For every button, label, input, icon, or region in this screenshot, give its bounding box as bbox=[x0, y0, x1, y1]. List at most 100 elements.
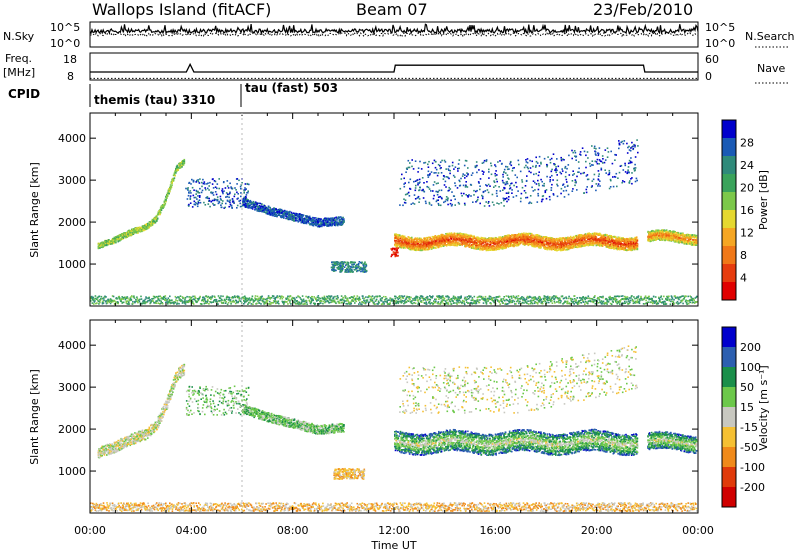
data-cell-727 bbox=[185, 187, 187, 190]
data-cell-1563 bbox=[324, 222, 327, 225]
data-cell-1411 bbox=[305, 219, 308, 222]
data-cell-717 bbox=[197, 200, 200, 203]
data-cell-2915 bbox=[463, 235, 466, 237]
data-cell-1551 bbox=[323, 224, 325, 227]
data-cell-1858 bbox=[352, 271, 354, 273]
nsearch-series-line bbox=[89, 31, 699, 38]
data-cell-851 bbox=[219, 198, 222, 200]
data-cell-4357 bbox=[565, 245, 568, 247]
data-cell-1308 bbox=[292, 212, 295, 214]
data-cell-744 bbox=[229, 199, 231, 201]
data-cell-2435 bbox=[429, 236, 432, 239]
data-cell-1496 bbox=[316, 220, 319, 223]
data-cell-1913 bbox=[345, 271, 348, 273]
data-cell-3507 bbox=[505, 235, 507, 238]
data-cell-1490 bbox=[315, 224, 318, 227]
data-cell-3171 bbox=[482, 249, 484, 251]
data-cell-690 bbox=[196, 198, 198, 200]
data-cell-1947 bbox=[394, 241, 397, 244]
data-cell-4 bbox=[97, 246, 100, 249]
data-cell-595 bbox=[172, 179, 175, 182]
data-cell-2857 bbox=[459, 239, 461, 241]
data-cell-3703 bbox=[519, 239, 522, 241]
data-cell-3183 bbox=[482, 237, 485, 240]
data-cell-1410 bbox=[305, 216, 308, 218]
data-cell-2591 bbox=[440, 242, 443, 245]
data-cell-1886 bbox=[332, 268, 335, 271]
data-cell-3335 bbox=[493, 245, 495, 248]
data-cell-69 bbox=[106, 244, 108, 247]
data-cell-1859 bbox=[362, 263, 364, 266]
freq-panel: Freq. [MHz] 18 8 60 0 Nave bbox=[3, 52, 790, 84]
data-cell-15 bbox=[99, 244, 101, 246]
data-cell-1687 bbox=[340, 224, 343, 226]
data-cell-2890 bbox=[462, 234, 464, 237]
data-cell-3014 bbox=[470, 241, 473, 243]
data-cell-4119 bbox=[549, 239, 551, 242]
data-cell-447 bbox=[153, 220, 156, 223]
data-cell-3765 bbox=[523, 240, 526, 242]
data-cell-1122 bbox=[269, 207, 271, 209]
data-cell-1836 bbox=[353, 261, 356, 264]
data-cell-550 bbox=[166, 194, 169, 197]
data-cell-2489 bbox=[433, 236, 436, 239]
data-cell-4677 bbox=[588, 232, 590, 234]
data-cell-718 bbox=[213, 198, 216, 200]
data-cell-1043 bbox=[259, 202, 262, 205]
data-cell-836 bbox=[223, 181, 225, 183]
data-cell-1579 bbox=[327, 223, 329, 225]
data-cell-3838 bbox=[529, 238, 532, 240]
data-cell-804 bbox=[195, 181, 197, 183]
data-cell-1555 bbox=[324, 221, 326, 224]
data-cell-3180 bbox=[482, 242, 485, 244]
data-cell-4159 bbox=[552, 238, 554, 241]
data-cell-3261 bbox=[488, 249, 490, 251]
data-cell-2766 bbox=[452, 236, 455, 238]
data-cell-895 bbox=[199, 195, 201, 197]
data-cell-1951 bbox=[395, 243, 397, 245]
data-cell-1381 bbox=[302, 215, 304, 218]
data-cell-4510 bbox=[577, 239, 579, 241]
data-cell-177 bbox=[119, 235, 122, 238]
data-cell-1783 bbox=[356, 270, 358, 273]
data-cell-949 bbox=[247, 199, 249, 201]
data-cell-1855 bbox=[340, 270, 342, 272]
data-cell-260 bbox=[130, 231, 132, 233]
data-cell-4062 bbox=[545, 238, 547, 241]
data-cell-2644 bbox=[444, 244, 446, 246]
data-cell-1436 bbox=[308, 215, 311, 218]
data-cell-1880 bbox=[362, 264, 365, 267]
data-cell-4343 bbox=[564, 249, 567, 251]
data-cell-823 bbox=[189, 198, 192, 200]
nave-tick-bottom: 0 bbox=[705, 70, 712, 83]
data-cell-3182 bbox=[482, 246, 485, 248]
data-cell-627 bbox=[176, 164, 179, 167]
data-cell-1550 bbox=[323, 223, 325, 226]
data-cell-2444 bbox=[430, 238, 432, 241]
data-cell-1363 bbox=[299, 218, 302, 221]
data-cell-4547 bbox=[579, 239, 581, 241]
nsearch-label: N.Search bbox=[745, 30, 795, 43]
data-cell-4703 bbox=[590, 234, 593, 236]
data-cell-2932 bbox=[464, 238, 467, 240]
data-cell-1456 bbox=[311, 216, 314, 219]
data-cell-800 bbox=[231, 198, 234, 200]
data-cell-4885 bbox=[603, 236, 605, 239]
data-cell-1498 bbox=[317, 219, 319, 222]
noise-panel: N.Sky 10^5 10^0 10^5 10^0 N.Search bbox=[3, 21, 795, 50]
data-cell-1730 bbox=[336, 264, 339, 266]
data-cell-1251 bbox=[285, 214, 287, 217]
data-cell-735 bbox=[207, 182, 209, 184]
data-cell-603 bbox=[173, 177, 176, 179]
data-cell-1682 bbox=[340, 216, 342, 218]
data-cell-789 bbox=[210, 200, 213, 203]
data-cell-1760 bbox=[339, 267, 342, 270]
data-cell-766 bbox=[221, 191, 224, 193]
data-cell-799 bbox=[237, 197, 239, 200]
data-cell-2727 bbox=[450, 243, 452, 245]
data-cell-2981 bbox=[468, 239, 471, 242]
data-cell-2336 bbox=[422, 243, 424, 246]
data-cell-4166 bbox=[552, 246, 554, 248]
